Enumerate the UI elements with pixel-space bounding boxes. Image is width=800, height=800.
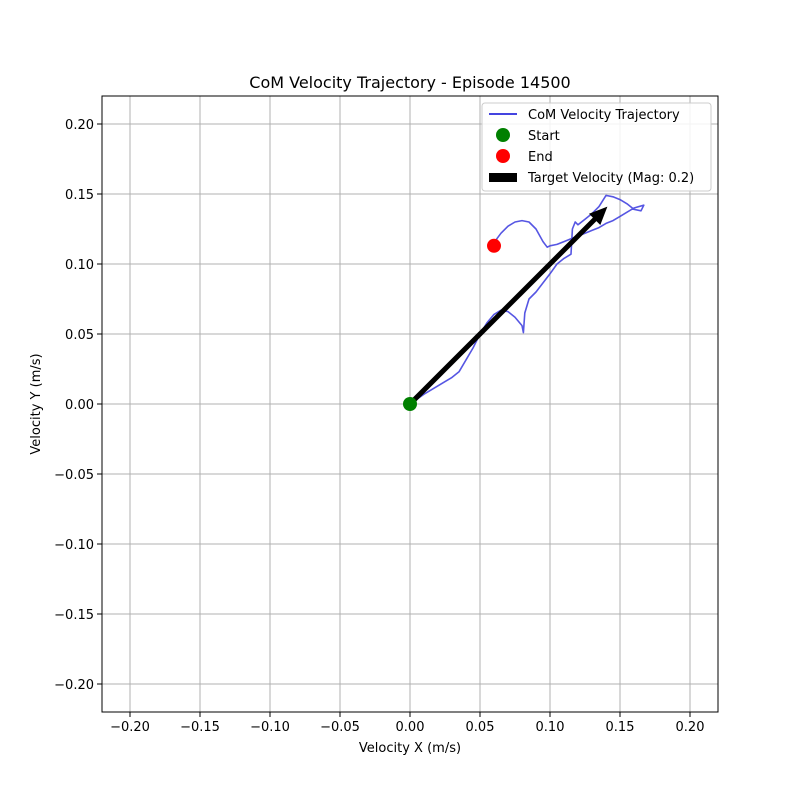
y-tick-label: −0.05 [54, 468, 94, 483]
y-tick-label: 0.10 [65, 258, 94, 273]
y-tick-label: 0.05 [65, 328, 94, 343]
x-tick-label: 0.00 [396, 720, 425, 735]
legend-swatch-target [489, 173, 517, 182]
y-tick-label: 0.20 [65, 118, 94, 133]
legend-box [481, 102, 712, 192]
x-axis-label: Velocity X (m/s) [359, 741, 461, 756]
target-velocity-arrow [408, 206, 608, 406]
legend-label-end: End [528, 150, 553, 165]
end-marker [487, 238, 501, 253]
x-axis-ticks: −0.20 −0.15 −0.10 −0.05 0.00 0.05 0.10 0.15 0.20 [110, 712, 704, 735]
x-tick-label: −0.10 [250, 720, 290, 735]
x-tick-label: 0.05 [466, 720, 495, 735]
y-axis-label: Velocity Y (m/s) [29, 353, 44, 454]
plot-area [403, 194, 645, 411]
y-tick-label: 0.15 [65, 188, 94, 203]
legend-label-target: Target Velocity (Mag: 0.2) [527, 171, 694, 186]
chart-title: CoM Velocity Trajectory - Episode 14500 [249, 73, 570, 92]
y-tick-label: −0.10 [54, 538, 94, 553]
y-axis-ticks: −0.20 −0.15 −0.10 −0.05 0.00 0.05 0.10 0.15 0.20 [54, 118, 102, 693]
y-tick-label: −0.20 [54, 678, 94, 693]
x-tick-label: 0.10 [536, 720, 565, 735]
legend-label-start: Start [528, 129, 560, 144]
legend: CoM Velocity Trajectory Start End Target… [481, 102, 712, 192]
x-tick-label: −0.20 [110, 720, 150, 735]
x-tick-label: −0.05 [320, 720, 360, 735]
legend-label-trajectory: CoM Velocity Trajectory [528, 108, 680, 123]
x-tick-label: 0.15 [606, 720, 635, 735]
y-tick-label: 0.00 [65, 398, 94, 413]
x-tick-label: 0.20 [676, 720, 705, 735]
start-marker [403, 397, 417, 411]
legend-swatch-end [496, 149, 510, 163]
x-tick-label: −0.15 [180, 720, 220, 735]
legend-swatch-start [496, 128, 510, 142]
y-tick-label: −0.15 [54, 608, 94, 623]
